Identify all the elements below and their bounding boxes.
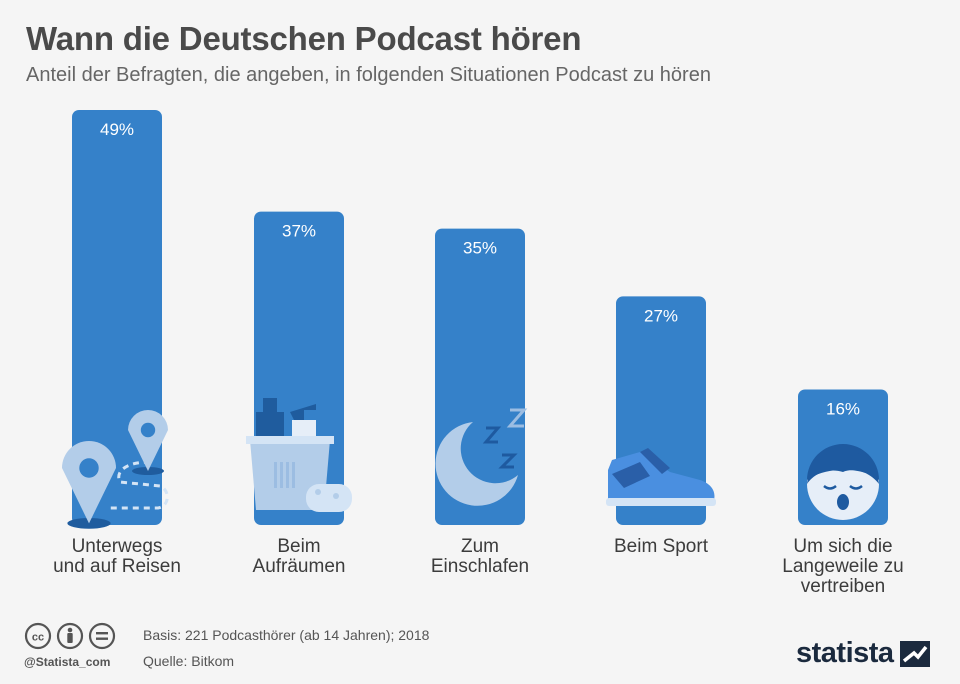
yawning-face-icon xyxy=(807,444,879,520)
value-label: 27% xyxy=(644,306,678,325)
category-label-line: Beim xyxy=(277,536,321,557)
brand-name: statista xyxy=(796,637,894,669)
basis-note: Basis: 221 Podcasthörer (ab 14 Jahren); … xyxy=(143,627,430,643)
bar-chart: 49% 37% 35% 27% 16% xyxy=(61,110,888,529)
category-label-line: vertreiben xyxy=(800,576,886,597)
category-label-line: Langeweile zu xyxy=(782,556,904,577)
license-icons: cc xyxy=(24,622,116,650)
category-label-line: Unterwegs xyxy=(71,536,163,557)
category-label-line: Aufräumen xyxy=(252,556,346,577)
value-label: 35% xyxy=(463,239,497,258)
category-label-line: Um sich die xyxy=(793,536,893,557)
category-label: Beim Sport xyxy=(576,537,746,557)
equals-icon xyxy=(88,622,116,650)
svg-text:cc: cc xyxy=(32,632,44,644)
category-label-line: Zum xyxy=(461,536,499,557)
chart-title: Wann die Deutschen Podcast hören xyxy=(26,20,582,57)
statista-logo-icon xyxy=(900,640,930,667)
category-label: Um sich die Langeweile zu vertreiben xyxy=(758,537,928,597)
value-label: 37% xyxy=(282,222,316,241)
value-label: 49% xyxy=(100,120,134,139)
chart-subtitle: Anteil der Befragten, die angeben, in fo… xyxy=(26,64,711,86)
cleaning-bucket-icon xyxy=(246,398,352,512)
moon-sleep-icon xyxy=(435,408,528,506)
statista-logo[interactable]: statista xyxy=(796,637,930,670)
category-label: Unterwegs und auf Reisen xyxy=(32,537,202,577)
person-icon xyxy=(56,622,84,650)
value-label: 16% xyxy=(826,399,860,418)
sneaker-icon xyxy=(606,448,716,506)
map-pin-route-icon xyxy=(61,410,169,529)
category-label-line: Einschlafen xyxy=(430,556,530,577)
category-label: Zum Einschlafen xyxy=(395,537,565,577)
category-label-line: Beim Sport xyxy=(614,536,708,557)
cc-icon: cc xyxy=(24,622,52,650)
category-label: Beim Aufräumen xyxy=(214,537,384,577)
source-note: Quelle: Bitkom xyxy=(143,653,235,669)
statista-handle[interactable]: @Statista_com xyxy=(24,655,111,669)
category-label-line: und auf Reisen xyxy=(53,556,181,577)
